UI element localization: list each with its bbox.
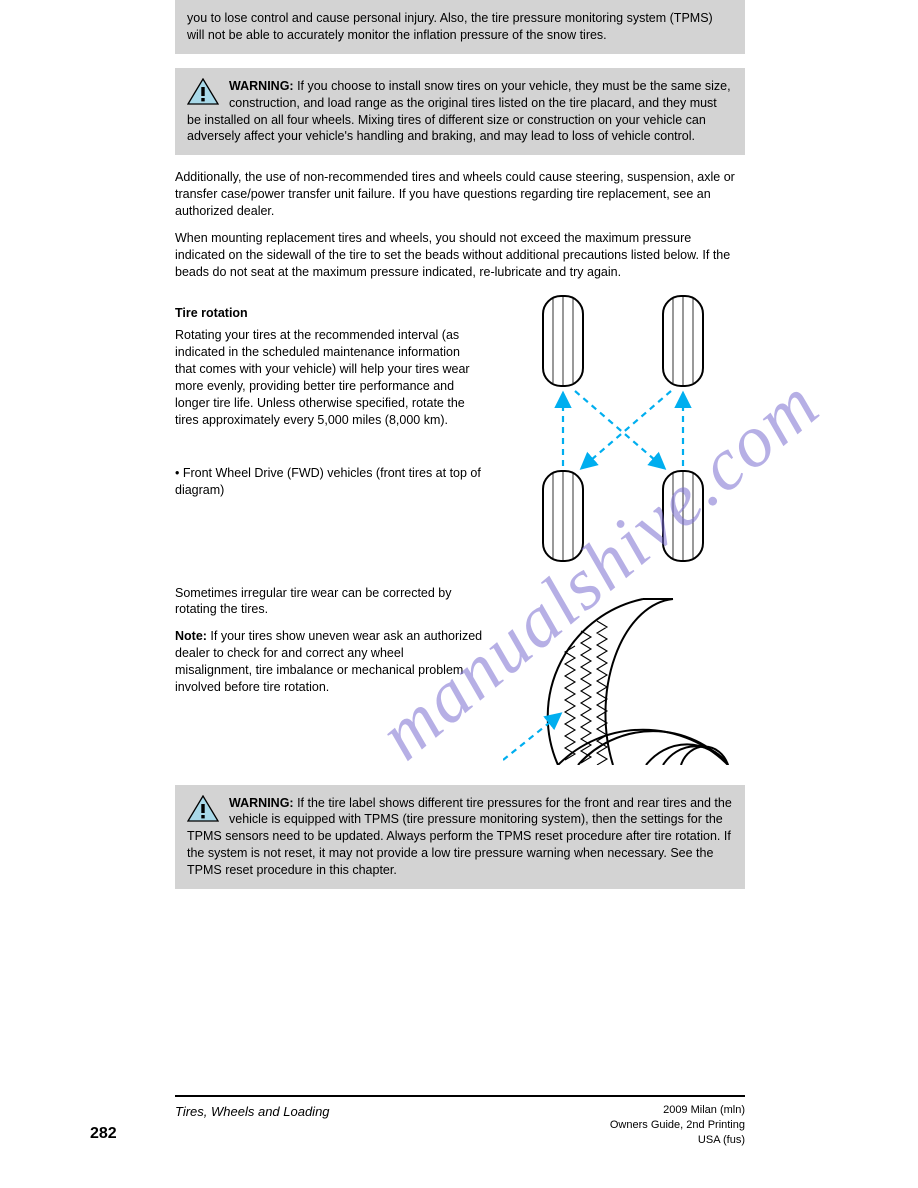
note-rest: If your tires show uneven wear ask an au… xyxy=(175,629,482,694)
mounting-note-paragraph: When mounting replacement tires and whee… xyxy=(175,230,743,281)
footer-right: 2009 Milan (mln) Owners Guide, 2nd Print… xyxy=(610,1103,745,1148)
tire-rotation-heading: Tire rotation xyxy=(175,305,483,322)
warning-snow-tires-text: WARNING: If you choose to install snow t… xyxy=(187,78,733,146)
sidewall-section: Sometimes irregular tire wear can be cor… xyxy=(175,585,743,765)
warning-icon xyxy=(187,795,219,823)
warning-tpms-box: WARNING: If the tire label shows differe… xyxy=(175,785,745,889)
note-bold: Note: xyxy=(175,629,207,643)
warning-label: WARNING: xyxy=(229,79,294,93)
irregular-wear-text: Sometimes irregular tire wear can be cor… xyxy=(175,585,483,619)
sidewall-wear-diagram xyxy=(503,585,743,765)
warning-label: WARNING: xyxy=(229,796,294,810)
page-footer: Tires, Wheels and Loading 2009 Milan (ml… xyxy=(175,1095,745,1148)
tire-rotation-text: Rotating your tires at the recommended i… xyxy=(175,327,483,428)
fwd-bullet: • Front Wheel Drive (FWD) vehicles (fron… xyxy=(175,465,483,499)
uneven-wear-note: Note: If your tires show uneven wear ask… xyxy=(175,628,483,696)
footer-left: Tires, Wheels and Loading xyxy=(175,1103,330,1148)
tire-rotation-section: Tire rotation Rotating your tires at the… xyxy=(175,291,743,581)
warning-tpms-text: WARNING: If the tire label shows differe… xyxy=(187,795,733,879)
warning-snow-tires-box: WARNING: If you choose to install snow t… xyxy=(175,68,745,156)
intro-paragraph: Additionally, the use of non-recommended… xyxy=(175,169,743,220)
tire-rotation-diagram xyxy=(503,291,743,581)
warning-icon xyxy=(187,78,219,106)
warning-continuation-text: you to lose control and cause personal i… xyxy=(187,10,733,44)
page-number: 282 xyxy=(90,1123,117,1145)
warning-continuation-box: you to lose control and cause personal i… xyxy=(175,0,745,54)
